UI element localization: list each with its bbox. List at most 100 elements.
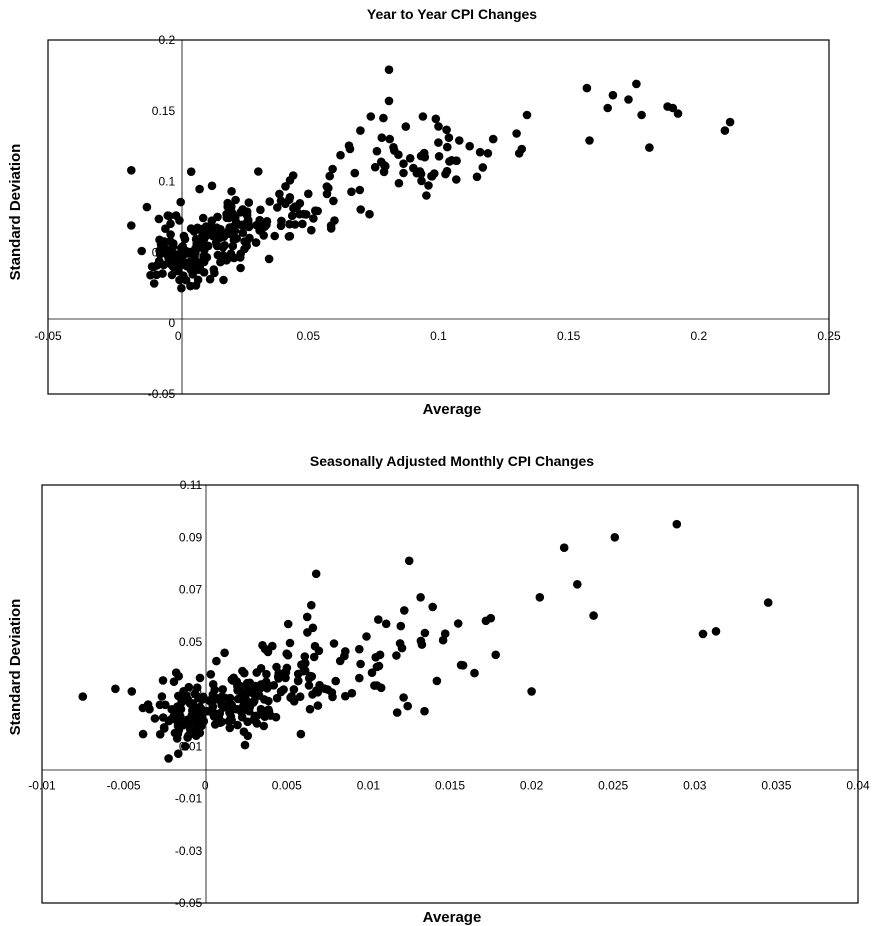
x-tick-label: 0.25 bbox=[817, 329, 841, 343]
scatter-point bbox=[424, 181, 433, 190]
scatter-point bbox=[603, 103, 612, 113]
scatter-point bbox=[307, 600, 316, 610]
scatter-point bbox=[475, 147, 485, 157]
scatter-point bbox=[166, 230, 175, 239]
scatter-point bbox=[137, 246, 146, 256]
scatter-point bbox=[219, 703, 228, 712]
scatter-point bbox=[379, 113, 388, 123]
chart-title: Year to Year CPI Changes bbox=[367, 6, 537, 22]
scatter-point bbox=[127, 221, 136, 230]
scatter-point bbox=[381, 619, 391, 629]
scatter-point bbox=[253, 167, 263, 176]
x-tick-label: 0.01 bbox=[357, 778, 381, 792]
scatter-point bbox=[286, 693, 295, 702]
scatter-point bbox=[285, 193, 295, 202]
scatter-point bbox=[399, 693, 408, 702]
scatter-point bbox=[345, 144, 355, 154]
scatter-point bbox=[205, 274, 215, 284]
scatter-point bbox=[168, 242, 178, 252]
scatter-point bbox=[458, 661, 468, 670]
scatter-point bbox=[417, 176, 426, 186]
chart-year-to-year: Year to Year CPI Changes -0.05 0 0.05 0.1 0.… bbox=[7, 6, 841, 418]
scatter-point bbox=[281, 182, 290, 191]
y-tick-label: 0 bbox=[168, 316, 175, 330]
scatter-point bbox=[166, 259, 175, 269]
scatter-point bbox=[159, 723, 169, 732]
scatter-point bbox=[347, 187, 356, 197]
x-tick-label: 0.025 bbox=[598, 778, 628, 792]
scatter-point bbox=[174, 256, 183, 266]
scatter-point bbox=[295, 692, 305, 701]
scatter-point bbox=[324, 183, 333, 193]
scatter-point bbox=[293, 676, 303, 686]
scatter-point bbox=[279, 685, 288, 694]
scatter-point bbox=[260, 695, 269, 704]
scatter-point bbox=[313, 701, 323, 710]
scatter-point bbox=[202, 706, 212, 716]
scatter-point bbox=[582, 83, 592, 93]
tick-labels: -0.01 -0.005 0 0.005 0.01 0.015 0.02 0.025 0.03 0… bbox=[28, 478, 870, 910]
scatter-point bbox=[237, 220, 246, 230]
scatter-point bbox=[711, 627, 721, 636]
scatter-point bbox=[238, 228, 248, 237]
scatter-point bbox=[212, 693, 221, 703]
scatter-point bbox=[355, 644, 364, 654]
scatter-point bbox=[313, 688, 323, 697]
scatter-point bbox=[356, 659, 365, 669]
x-tick-label: -0.005 bbox=[107, 778, 141, 792]
y-tick-label: 0.2 bbox=[158, 33, 175, 47]
scatter-point bbox=[227, 187, 236, 196]
scatter-point bbox=[150, 714, 160, 723]
scatter-point bbox=[394, 178, 404, 188]
scatter-point bbox=[210, 268, 219, 278]
scatter-point bbox=[171, 668, 181, 677]
scatter-point bbox=[275, 189, 284, 199]
scatter-point bbox=[401, 122, 411, 131]
scatter-point bbox=[233, 686, 242, 695]
scatter-point bbox=[198, 228, 207, 237]
scatter-point bbox=[244, 218, 253, 227]
scatter-point bbox=[195, 708, 205, 717]
scatter-point bbox=[308, 623, 318, 633]
scatter-point bbox=[427, 172, 437, 181]
scatter-point bbox=[238, 205, 247, 214]
y-tick-label: 0.1 bbox=[158, 175, 175, 189]
scatter-point bbox=[173, 702, 182, 711]
scatter-point bbox=[624, 95, 633, 104]
scatter-point bbox=[366, 112, 376, 121]
x-tick-label: 0.015 bbox=[435, 778, 465, 792]
x-tick-label: 0.02 bbox=[520, 778, 544, 792]
scatter-point bbox=[195, 673, 205, 683]
scatter-point bbox=[232, 234, 241, 243]
scatter-point bbox=[259, 231, 269, 240]
scatter-point bbox=[420, 706, 429, 716]
scatter-point bbox=[298, 219, 307, 229]
scatter-point bbox=[399, 168, 408, 178]
scatter-point bbox=[244, 198, 254, 207]
scatter-point bbox=[287, 211, 297, 221]
scatter-point bbox=[329, 639, 339, 648]
scatter-point bbox=[214, 712, 224, 722]
scatter-point bbox=[218, 685, 227, 694]
x-tick-label: 0.005 bbox=[272, 778, 302, 792]
scatter-point bbox=[284, 232, 294, 241]
scatter-point bbox=[258, 641, 267, 650]
scatter-point bbox=[236, 263, 245, 273]
scatter-point bbox=[184, 682, 194, 692]
scatter-point bbox=[259, 721, 269, 731]
scatter-point bbox=[164, 754, 173, 763]
scatter-point bbox=[127, 687, 137, 696]
scatter-point bbox=[442, 125, 451, 135]
x-tick-label: 0.04 bbox=[846, 778, 870, 792]
scatter-point bbox=[163, 211, 173, 220]
scatter-point bbox=[673, 109, 683, 118]
scatter-point bbox=[372, 662, 382, 672]
scatter-point bbox=[193, 275, 203, 285]
scatter-point bbox=[409, 163, 418, 173]
scatter-point bbox=[416, 593, 425, 602]
scatter-point bbox=[355, 673, 364, 683]
scatter-point bbox=[143, 700, 153, 709]
scatter-point bbox=[305, 704, 315, 714]
scatter-point bbox=[208, 680, 218, 689]
